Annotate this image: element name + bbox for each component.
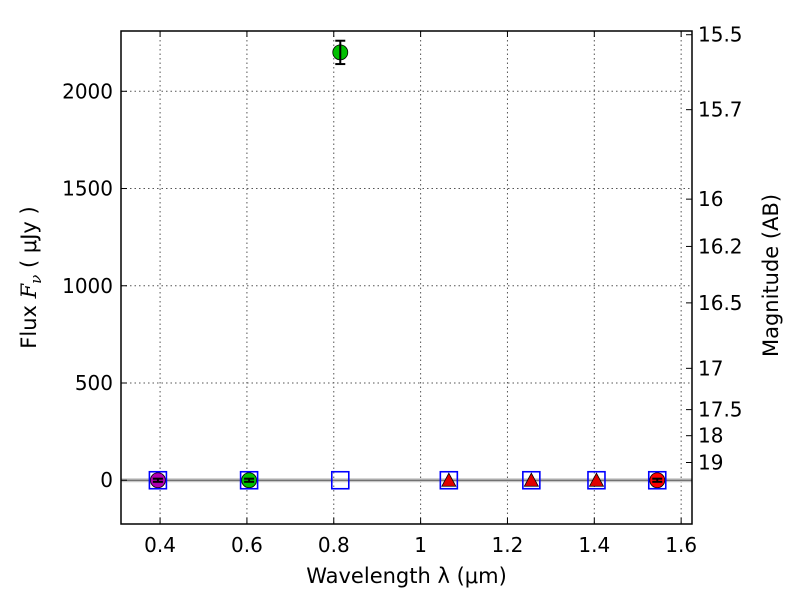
data-point — [522, 470, 541, 490]
y2-tick-label: 16.2 — [698, 234, 743, 258]
y-tick-label: 2000 — [62, 79, 113, 103]
data-point — [647, 470, 667, 490]
data-point — [148, 470, 168, 490]
plot-frame — [120, 30, 693, 525]
y-axis-title-symbol: F — [17, 282, 41, 299]
y2-tick-label: 15.5 — [698, 23, 743, 47]
y2-tick-label: 18 — [698, 424, 723, 448]
y2-tick-label: 16.5 — [698, 291, 743, 315]
y2-tick-label: 17 — [698, 356, 723, 380]
x-tick-label: 1.4 — [578, 533, 610, 557]
data-point — [439, 470, 459, 490]
y2-tick-label: 17.5 — [698, 398, 743, 422]
y-axis-title: Flux Fν ( μJy ) — [17, 206, 45, 348]
x-axis-title: Wavelength λ (μm) — [306, 564, 507, 588]
y-tick-label: 500 — [75, 371, 113, 395]
x-tick-label: 1.6 — [665, 533, 697, 557]
y-tick-label: 1000 — [62, 274, 113, 298]
x-tick-label: 1.2 — [492, 533, 524, 557]
y-axis-title-subscript: ν — [27, 275, 45, 284]
y-tick-label: 1500 — [62, 177, 113, 201]
data-point — [588, 472, 605, 487]
x-tick-label: 0.6 — [231, 533, 263, 557]
axis-ticks: 0.4 0.6 0.8 1 1.2 1.4 1.6 0 500 1000 1500 2000 15.5 1… — [62, 23, 742, 557]
y-tick-label: 0 — [100, 468, 113, 492]
y2-tick-label: 15.7 — [698, 98, 743, 122]
y-axis-title-post: ( μJy ) — [17, 206, 41, 274]
zero-flux-line — [121, 478, 692, 483]
x-tick-label: 1 — [414, 533, 427, 557]
data-point — [523, 472, 540, 487]
x-tick-label: 0.8 — [318, 533, 350, 557]
y-axis-title-pre: Flux — [17, 298, 41, 348]
y2-axis-title: Magnitude (AB) — [759, 194, 783, 357]
data-point — [239, 470, 259, 490]
y2-tick-label: 16 — [698, 187, 723, 211]
x-tick-label: 0.4 — [144, 533, 176, 557]
y2-tick-label: 19 — [698, 451, 723, 475]
data-point — [587, 470, 606, 490]
data-points — [148, 39, 667, 490]
data-point — [330, 470, 350, 490]
grid-lines — [121, 31, 692, 524]
data-point — [441, 472, 457, 487]
